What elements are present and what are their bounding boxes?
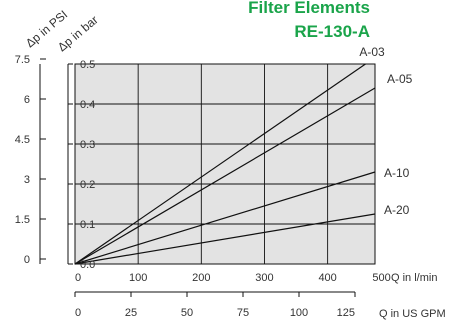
y-tick-label-bar: 0.4 (80, 99, 95, 111)
x-axis-label-lmin: Q in l/min (391, 272, 437, 284)
x-tick-label-gpm: 25 (125, 307, 137, 319)
series-label-a-10: A-10 (384, 166, 410, 180)
x-tick-label-lmin: 300 (255, 272, 273, 284)
series-line-a-20 (74, 213, 376, 265)
y-tick-label-psi: 6 (24, 94, 30, 106)
x-tick-label-gpm: 100 (290, 307, 308, 319)
x-tick-label-gpm: 50 (181, 307, 193, 319)
series-label-a-20: A-20 (384, 203, 410, 217)
y-tick-label-psi: 7.5 (15, 54, 30, 66)
y-tick-label-bar: 0.3 (80, 139, 95, 151)
series-lines: A-03A-05 A-10 A-20 (74, 45, 413, 265)
plot-area (74, 63, 376, 265)
x-tick-label-lmin: 400 (318, 272, 336, 284)
x-tick-label-gpm: 75 (237, 307, 249, 319)
x-tick-label-lmin: 500 (372, 272, 390, 284)
x-axis-label-gpm: Q in US GPM (379, 308, 446, 320)
y-tick-label-psi: 4.5 (15, 134, 30, 146)
chart-title: Filter Elements (248, 0, 370, 17)
x-tick-label-lmin: 0 (75, 272, 81, 284)
series-line-a-10 (74, 171, 376, 265)
axes: 0.0 0.1 0.2 0.3 0.4 0.5 0 1.5 3 4.5 6 7.5 0 100 200 300… (15, 54, 391, 319)
y-tick-label-psi: 0 (24, 254, 30, 266)
x-tick-label-gpm: 0 (75, 307, 81, 319)
x-tick-label-gpm: 125 (337, 307, 355, 319)
x-tick-label-lmin: 200 (192, 272, 210, 284)
y-tick-label-bar: 0.2 (80, 179, 95, 191)
y-tick-label-bar: 0.0 (80, 259, 95, 271)
y-tick-label-bar: 0.1 (80, 219, 95, 231)
series-label-a-03: A-03 (359, 45, 385, 59)
series-line-a-03 (74, 63, 366, 265)
series-line-a-05 (74, 87, 376, 265)
y-tick-label-psi: 3 (24, 174, 30, 186)
series-label-a-05: A-05 (387, 72, 413, 86)
x-tick-label-lmin: 100 (129, 272, 147, 284)
y-tick-label-bar: 0.5 (80, 59, 95, 71)
grid-lines (75, 64, 375, 264)
y-tick-label-psi: 1.5 (15, 214, 30, 226)
chart-subtitle: RE-130-A (294, 22, 370, 41)
